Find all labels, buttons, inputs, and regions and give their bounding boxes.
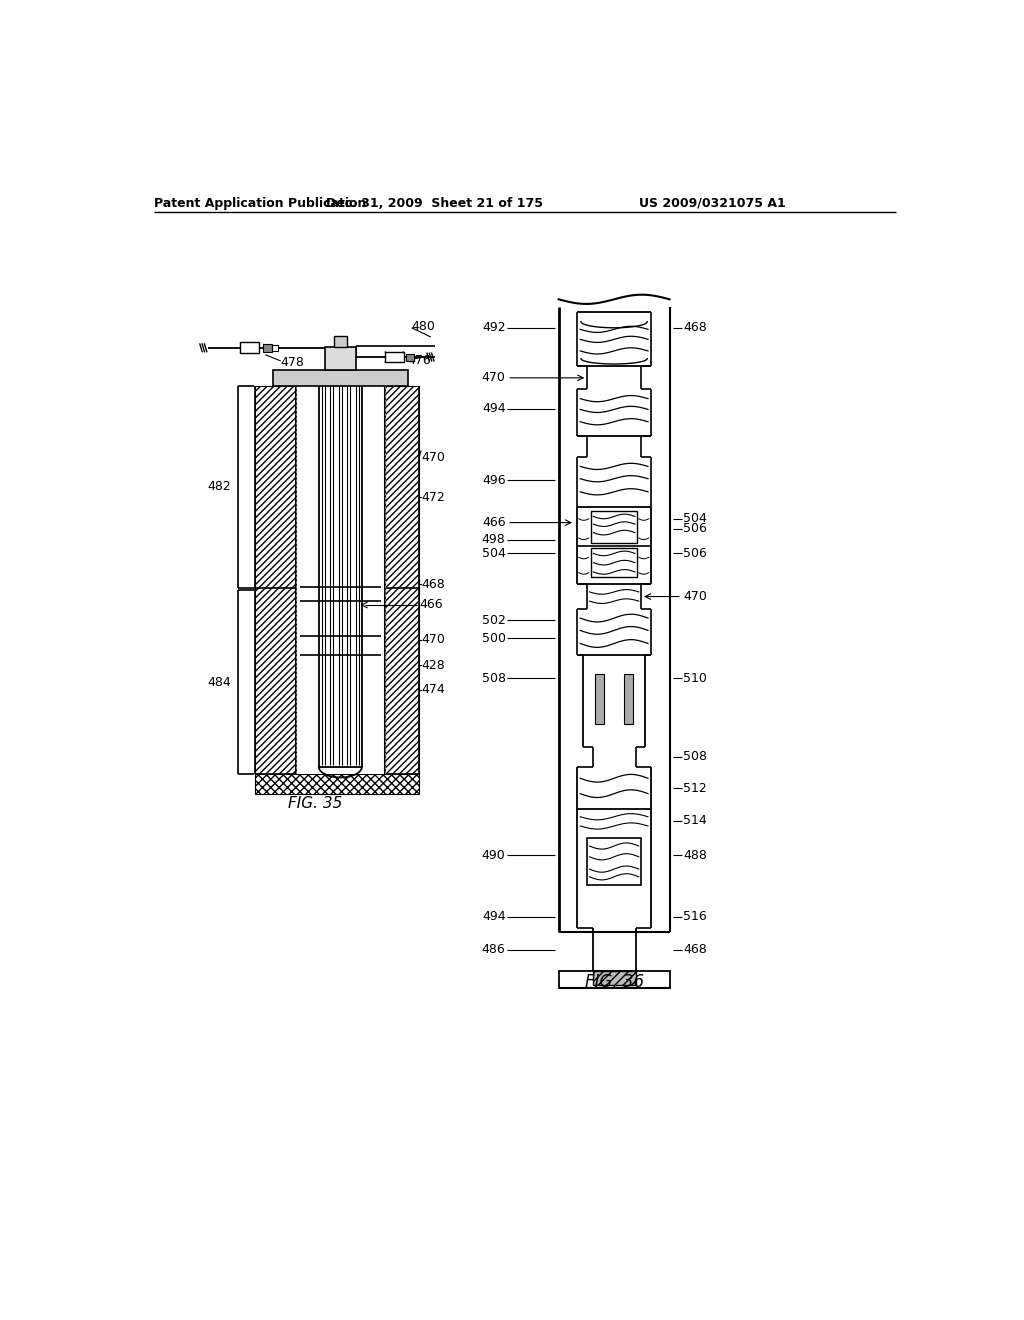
Text: 510: 510 bbox=[683, 672, 708, 685]
Text: 474: 474 bbox=[422, 684, 445, 696]
Text: 468: 468 bbox=[683, 321, 708, 334]
Bar bbox=[591, 511, 637, 544]
Text: 490: 490 bbox=[482, 849, 506, 862]
Bar bbox=[593, 970, 636, 985]
Bar bbox=[407, 354, 414, 360]
Text: 506: 506 bbox=[683, 523, 708, 536]
Text: FIG. 36: FIG. 36 bbox=[585, 973, 644, 991]
Text: 512: 512 bbox=[683, 781, 708, 795]
Text: 494: 494 bbox=[482, 911, 506, 924]
Bar bbox=[240, 342, 259, 354]
Bar bbox=[625, 675, 634, 725]
Bar bbox=[595, 675, 604, 725]
Bar bbox=[559, 970, 670, 989]
Bar bbox=[334, 335, 346, 347]
Bar bbox=[272, 345, 279, 351]
Text: 472: 472 bbox=[422, 491, 445, 504]
Text: 498: 498 bbox=[482, 533, 506, 546]
Text: 502: 502 bbox=[481, 614, 506, 627]
Text: 476: 476 bbox=[408, 354, 431, 367]
Text: 504: 504 bbox=[683, 512, 708, 525]
Bar bbox=[591, 548, 637, 577]
Bar bbox=[385, 351, 403, 363]
Text: Dec. 31, 2009  Sheet 21 of 175: Dec. 31, 2009 Sheet 21 of 175 bbox=[327, 197, 543, 210]
Text: 470: 470 bbox=[683, 590, 708, 603]
Text: 466: 466 bbox=[482, 516, 506, 529]
Bar bbox=[325, 347, 355, 370]
Text: 508: 508 bbox=[481, 672, 506, 685]
Text: 506: 506 bbox=[683, 546, 708, 560]
Text: 466: 466 bbox=[419, 598, 443, 611]
Text: 516: 516 bbox=[683, 911, 708, 924]
Bar bbox=[255, 775, 419, 793]
Text: 494: 494 bbox=[482, 403, 506, 416]
Text: FIG. 35: FIG. 35 bbox=[288, 796, 343, 812]
Text: US 2009/0321075 A1: US 2009/0321075 A1 bbox=[639, 197, 785, 210]
Text: Patent Application Publication: Patent Application Publication bbox=[154, 197, 366, 210]
Bar bbox=[296, 385, 385, 775]
Bar bbox=[255, 385, 296, 775]
Text: 500: 500 bbox=[481, 631, 506, 644]
Bar bbox=[385, 385, 419, 775]
Text: 470: 470 bbox=[422, 634, 445, 647]
Bar bbox=[587, 838, 641, 884]
Text: 470: 470 bbox=[481, 371, 506, 384]
Text: 480: 480 bbox=[412, 319, 435, 333]
Text: 492: 492 bbox=[482, 321, 506, 334]
Text: 504: 504 bbox=[481, 546, 506, 560]
Text: 468: 468 bbox=[683, 944, 708, 957]
Text: 468: 468 bbox=[422, 578, 445, 591]
Text: 486: 486 bbox=[482, 944, 506, 957]
Text: 514: 514 bbox=[683, 814, 708, 828]
Text: 470: 470 bbox=[422, 450, 445, 463]
Text: 496: 496 bbox=[482, 474, 506, 487]
Text: 488: 488 bbox=[683, 849, 708, 862]
Text: 484: 484 bbox=[207, 676, 230, 689]
Text: 508: 508 bbox=[683, 750, 708, 763]
Text: 428: 428 bbox=[422, 659, 445, 672]
Bar bbox=[273, 370, 408, 385]
Text: 482: 482 bbox=[207, 480, 230, 492]
Text: 478: 478 bbox=[281, 356, 304, 370]
Bar bbox=[263, 345, 272, 351]
